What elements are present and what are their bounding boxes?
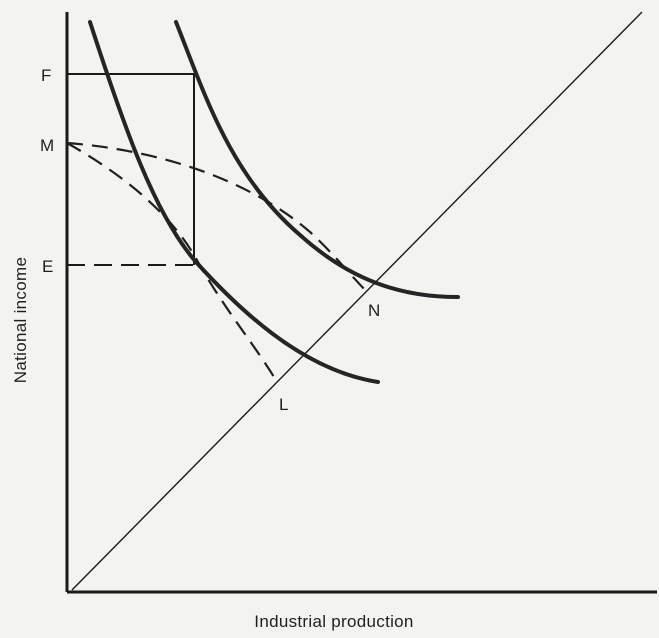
diagonal-line [71,11,643,591]
y-axis-title: National income [11,257,30,383]
indifference-curve-lower [88,20,380,384]
dashed-curve-mn [66,141,371,296]
x-axis-title: Industrial production [254,612,413,631]
point-label-f: F [41,66,51,85]
point-label-n: N [368,301,380,320]
point-label-e: E [42,257,53,276]
dashed-curve-ml [66,142,278,383]
indifference-curve-upper [174,20,460,299]
point-label-l: L [279,395,288,414]
point-label-m: M [40,136,54,155]
